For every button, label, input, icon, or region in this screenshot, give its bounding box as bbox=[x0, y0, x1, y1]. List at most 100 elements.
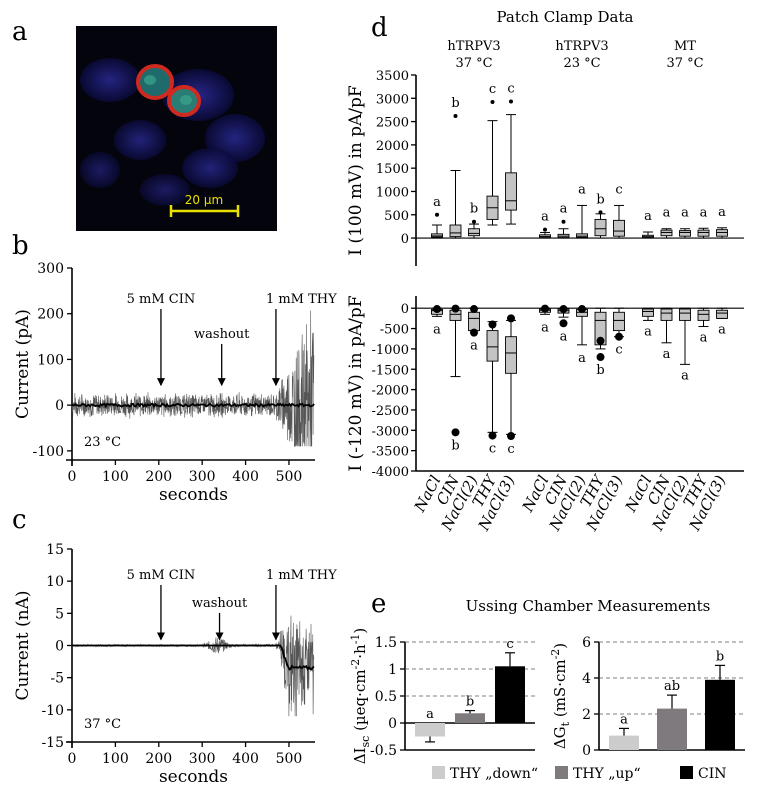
y-tick-label: -1500 bbox=[372, 363, 409, 378]
box-outlier bbox=[507, 314, 515, 323]
ylabel-main: ΔG bbox=[551, 726, 569, 749]
box-outlier bbox=[507, 432, 515, 440]
y-axis-label: ΔGt (mS·cm-2) bbox=[549, 643, 572, 749]
y-tick-label: 0 bbox=[388, 716, 397, 732]
legend-swatch bbox=[680, 766, 693, 779]
box-outlier bbox=[451, 428, 460, 437]
legend-swatch bbox=[555, 766, 568, 779]
bar bbox=[455, 713, 485, 723]
box-iqr bbox=[613, 219, 625, 237]
x-tick-label: 0 bbox=[68, 469, 77, 485]
significance-letter: a bbox=[433, 195, 441, 210]
box-outlier bbox=[509, 99, 513, 104]
box-iqr bbox=[594, 218, 607, 237]
significance-letter: a bbox=[560, 329, 568, 344]
annotation-label: 1 mM THY bbox=[266, 292, 337, 307]
box-outlier bbox=[488, 431, 497, 440]
ylabel-superscript: -2 bbox=[549, 649, 562, 660]
temperature-label: 23 °C bbox=[84, 435, 121, 450]
legend-label: THY „down“ bbox=[450, 766, 538, 782]
significance-letter: b bbox=[451, 96, 459, 111]
x-tick-label: 200 bbox=[145, 751, 172, 767]
y-tick-label: -3000 bbox=[372, 424, 409, 439]
significance-letter: c bbox=[615, 182, 622, 197]
significance-letter: b bbox=[596, 192, 604, 207]
x-tick-label: 400 bbox=[232, 751, 259, 767]
y-axis-label: Current (nA) bbox=[13, 591, 33, 701]
annotation-label: washout bbox=[192, 596, 248, 611]
group-header: MT bbox=[674, 39, 696, 54]
y-tick-label: -15 bbox=[41, 735, 64, 751]
y-tick-label: -2000 bbox=[372, 384, 409, 399]
bar bbox=[657, 708, 687, 750]
box-iqr bbox=[486, 330, 499, 362]
box-outlier bbox=[559, 319, 568, 328]
y-tick-label: 1000 bbox=[376, 185, 409, 200]
box-iqr bbox=[449, 224, 462, 238]
y-tick-label: 2500 bbox=[376, 116, 409, 131]
box-outlier bbox=[559, 305, 568, 314]
annotation-arrowhead bbox=[217, 378, 226, 387]
y-tick-label: -4000 bbox=[372, 465, 409, 480]
x-tick-label: 100 bbox=[102, 751, 129, 767]
box-iqr bbox=[697, 309, 710, 321]
y-axis-label: Current (pA) bbox=[13, 309, 33, 419]
box-iqr bbox=[716, 309, 728, 319]
bar bbox=[609, 735, 639, 750]
chart-d: 0 500 1000 1500 2000 2500 3000 3500 I (100 mV) i… bbox=[346, 39, 744, 534]
significance-letter: a bbox=[578, 182, 586, 197]
box-outlier bbox=[451, 304, 460, 313]
group-temperature: 37 °C bbox=[666, 56, 703, 71]
significance-letter: a bbox=[470, 339, 478, 354]
box-outlier bbox=[561, 219, 566, 224]
y-tick-label: -100 bbox=[33, 444, 64, 460]
mean-trace bbox=[71, 402, 315, 409]
box-iqr bbox=[660, 308, 673, 321]
significance-letter: a bbox=[718, 205, 726, 220]
y-tick-label: 10 bbox=[46, 574, 64, 590]
box-outlier bbox=[596, 353, 605, 362]
box-outlier bbox=[541, 304, 549, 313]
y-tick-label: 15 bbox=[46, 542, 64, 558]
bar bbox=[415, 723, 445, 737]
y-tick-label: 0 bbox=[55, 639, 64, 655]
x-axis-label: seconds bbox=[159, 767, 228, 787]
x-tick-label: 300 bbox=[189, 751, 216, 767]
y-tick-label: 1500 bbox=[376, 162, 409, 177]
group-header: hTRPV3 bbox=[555, 39, 608, 54]
box-outlier bbox=[453, 113, 458, 118]
micrograph-image: 20 µm bbox=[76, 26, 277, 231]
y-tick-label: -10 bbox=[41, 703, 64, 719]
legend-label: CIN bbox=[698, 766, 727, 782]
ylabel-subscript: sc bbox=[359, 736, 372, 748]
box-outlier bbox=[470, 328, 478, 337]
y-tick-label: 1.5 bbox=[375, 635, 397, 651]
box-iqr bbox=[505, 172, 517, 211]
y-axis-label: I (100 mV) in pA/pF bbox=[346, 85, 366, 256]
chart-d-title: Patch Clamp Data bbox=[497, 8, 634, 26]
y-tick-label: 3500 bbox=[376, 69, 409, 84]
box-outlier bbox=[470, 305, 478, 314]
significance-letter: c bbox=[507, 82, 514, 97]
box-outlier bbox=[598, 210, 603, 215]
y-tick-label: 0 bbox=[401, 302, 409, 317]
significance-letter: a bbox=[663, 206, 671, 221]
significance-letter: a bbox=[700, 331, 708, 346]
ylabel-unit: ·h bbox=[351, 644, 369, 659]
significance-letter: a bbox=[433, 322, 441, 337]
significance-letter: a bbox=[718, 322, 726, 337]
box-outlier bbox=[435, 212, 439, 217]
panel-label-d: d bbox=[371, 13, 388, 43]
bar bbox=[705, 679, 735, 750]
y-tick-label: 6 bbox=[582, 635, 591, 651]
y-tick-label: -3500 bbox=[372, 445, 409, 460]
bar bbox=[495, 666, 525, 723]
panel-label-b: b bbox=[12, 231, 29, 261]
significance-letter: b bbox=[596, 363, 604, 378]
annotation-arrowhead bbox=[156, 632, 165, 641]
ylabel-superscript: -2 bbox=[349, 659, 362, 670]
box-outlier bbox=[596, 336, 605, 345]
significance-letter: b bbox=[716, 649, 724, 664]
significance-letter: c bbox=[489, 442, 496, 457]
chart-c: -15 -10 -5 0 5 10 15 0 100 200 300 400 500 seconds Cur… bbox=[13, 542, 337, 787]
